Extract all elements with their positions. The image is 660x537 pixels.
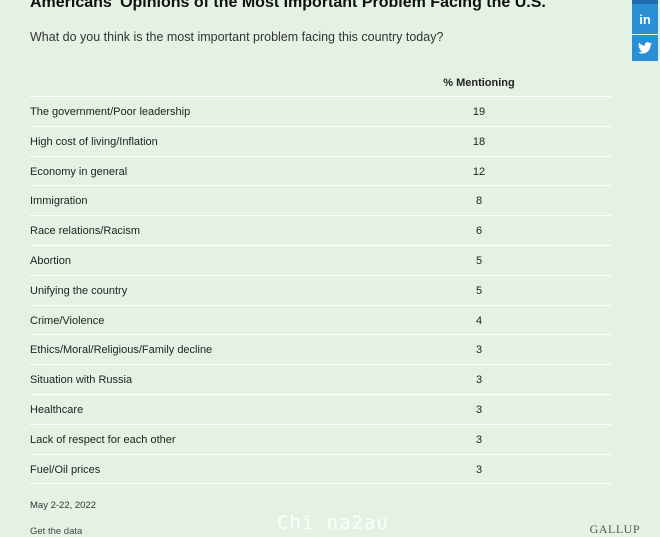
row-label: Fuel/Oil prices [30, 463, 101, 476]
watermark: Chi na2au [277, 512, 389, 534]
row-label: Immigration [30, 195, 88, 208]
table-header: % Mentioning [30, 70, 611, 97]
row-label: Ethics/Moral/Religious/Family decline [30, 344, 213, 357]
table-row: Immigration 8 [30, 186, 611, 217]
table-row: Ethics/Moral/Religious/Family decline 3 [30, 335, 611, 366]
row-label: The government/Poor leadership [30, 106, 191, 118]
table-row: High cost of living/Inflation 18 [30, 127, 611, 157]
table-row: Situation with Russia 3 [30, 365, 611, 395]
gallup-logo: GALLUP [589, 522, 640, 536]
row-value: 4 [475, 314, 483, 327]
row-label: High cost of living/Inflation [30, 135, 158, 148]
row-value: 6 [475, 225, 483, 238]
row-value: 3 [475, 463, 483, 476]
page-title: Americans' Opinions of the Most Importan… [30, 0, 546, 11]
row-value: 18 [472, 135, 486, 148]
row-label: Race relations/Racism [30, 225, 141, 238]
row-label: Lack of respect for each other [30, 433, 176, 446]
row-label: Abortion [30, 254, 71, 267]
table-body: The government/Poor leadership 19 High cos… [30, 97, 611, 485]
row-value: 5 [475, 284, 483, 297]
linkedin-share-button[interactable]: in [632, 0, 658, 34]
survey-date: May 2-22, 2022 [30, 500, 97, 511]
page-subtitle: What do you think is the most important … [30, 30, 444, 44]
linkedin-icon: in [639, 11, 651, 27]
table-row: Race relations/Racism 6 [30, 216, 611, 246]
row-label: Crime/Violence [30, 314, 105, 327]
table-row: The government/Poor leadership 19 [30, 97, 611, 127]
row-value: 5 [475, 254, 483, 267]
row-label: Healthcare [30, 403, 84, 416]
table-row: Unifying the country 5 [30, 276, 611, 306]
table-row: Healthcare 3 [30, 395, 611, 425]
twitter-share-button[interactable] [632, 35, 658, 61]
column-header-percent: % Mentioning [443, 77, 515, 89]
table-row: Abortion 5 [30, 246, 611, 276]
table-row: Lack of respect for each other 3 [30, 425, 611, 455]
twitter-icon [638, 42, 652, 54]
table-row: Crime/Violence 4 [30, 306, 611, 336]
table-row: Fuel/Oil prices 3 [30, 455, 611, 485]
row-value: 19 [472, 106, 486, 118]
results-table: % Mentioning The government/Poor leaders… [30, 70, 611, 485]
row-value: 12 [472, 165, 486, 178]
row-value: 3 [475, 433, 483, 446]
row-label: Unifying the country [30, 284, 128, 297]
get-data-link[interactable]: Get the data [30, 526, 83, 537]
row-label: Situation with Russia [30, 374, 133, 387]
row-value: 3 [475, 344, 483, 357]
table-row: Economy in general 12 [30, 157, 611, 187]
social-share-bar: in [632, 0, 658, 62]
row-value: 8 [475, 195, 483, 208]
row-value: 3 [475, 374, 483, 387]
row-value: 3 [475, 403, 483, 416]
row-label: Economy in general [30, 165, 128, 178]
